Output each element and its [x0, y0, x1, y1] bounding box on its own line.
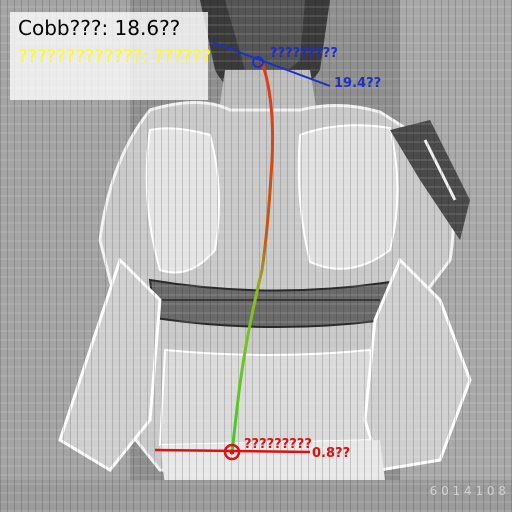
lower-marker — [223, 443, 241, 461]
upper-angle-label: 19.4?? — [334, 76, 382, 91]
cobb-angle-text: Cobb???: 18.6?? — [18, 16, 181, 40]
upper-marker — [252, 56, 264, 68]
lower-angle-label: 0.8?? — [312, 446, 351, 461]
upper-tilt-line — [211, 41, 331, 87]
timestamp: 6 0 1 4 1 0 8 — [429, 484, 506, 498]
info-panel — [10, 12, 208, 100]
status-text: ?????????????: ?????? — [18, 46, 212, 67]
spine-curve — [230, 61, 275, 453]
upper-marker-label: ????????? — [270, 46, 338, 61]
lower-marker-label: ????????? — [244, 437, 312, 452]
